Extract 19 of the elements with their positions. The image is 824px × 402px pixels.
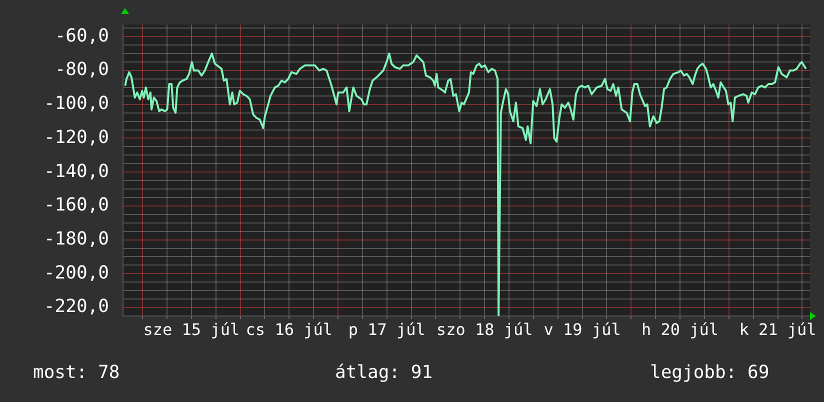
y-tick-label: -220,0 — [44, 296, 109, 318]
x-tick-label: k 21 júl — [739, 320, 816, 339]
y-tick-label: -60,0 — [54, 25, 109, 46]
x-tick-label: sze 15 júl — [143, 320, 240, 339]
text: átlag: 91 — [335, 362, 433, 383]
x-tick-label: cs 16 júl — [246, 320, 332, 339]
text: legjobb: 69 — [650, 362, 770, 383]
x-tick-label: v 19 júl — [544, 320, 621, 339]
x-tick-label: szo 18 júl — [436, 320, 533, 339]
y-tick-label: -80,0 — [54, 59, 109, 80]
y-tick-label: -120,0 — [44, 126, 109, 148]
y-tick-label: -200,0 — [44, 262, 109, 284]
x-tick-label: h 20 júl — [642, 320, 719, 339]
y-tick-label: -140,0 — [44, 160, 109, 182]
y-tick-label: -160,0 — [44, 194, 109, 216]
x-tick-label: p 17 júl — [348, 320, 426, 339]
y-tick-label: -180,0 — [44, 228, 109, 250]
y-tick-label: -100,0 — [44, 93, 109, 114]
text: most: 78 — [33, 362, 120, 383]
